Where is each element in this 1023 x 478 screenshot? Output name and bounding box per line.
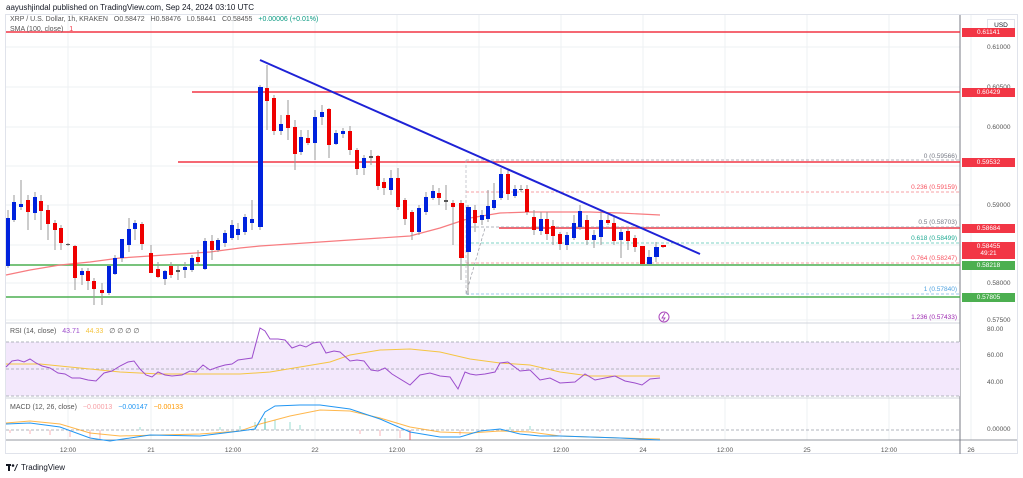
macd-tick: 0.00000 <box>987 426 1011 433</box>
brand-name: TradingView <box>21 463 66 472</box>
chart-frame <box>5 14 1018 454</box>
fib-level-05: 0.5 (0.58703) <box>918 219 957 226</box>
ohlc-open: O0.58472 <box>113 16 145 23</box>
rsi-tick: 40.00 <box>987 379 1004 386</box>
time-tick: 26 <box>967 447 975 454</box>
price-tick: 0.58000 <box>987 280 1011 287</box>
time-tick: 25 <box>803 447 811 454</box>
time-tick: 12:00 <box>388 447 406 454</box>
price-tick: 0.60500 <box>987 84 1011 91</box>
price-tag: 0.60429 <box>962 88 1015 97</box>
symbol-legend: XRP / U.S. Dollar, 1h, KRAKEN O0.58472 H… <box>10 16 322 23</box>
sma-value: 1 <box>69 26 74 33</box>
time-tick: 12:00 <box>552 447 570 454</box>
fib-level-1236: 1.236 (0.57433) <box>911 314 957 321</box>
candlesticks <box>6 65 666 305</box>
current-price: 0.58455 <box>976 243 1001 250</box>
time-tick: 21 <box>147 447 155 454</box>
time-tick: 24 <box>639 447 647 454</box>
ohlc-high: H0.58476 <box>150 16 181 23</box>
candle-countdown: 49:21 <box>980 250 997 257</box>
fib-level-0236: 0.236 (0.59159) <box>911 184 957 191</box>
price-tag: 0.58218 <box>962 261 1015 270</box>
publisher-caption: aayushjindal published on TradingView.co… <box>6 3 255 12</box>
fib-level-0: 0 (0.59566) <box>923 153 957 160</box>
rsi-label: RSI (14, close) <box>10 328 57 335</box>
time-tick: 12:00 <box>716 447 734 454</box>
price-tag: 0.58684 <box>962 224 1015 233</box>
rsi-extras: ∅ ∅ ∅ ∅ <box>109 328 140 335</box>
fibonacci-retracement <box>465 159 960 295</box>
price-tick: 0.60000 <box>987 124 1011 131</box>
time-tick: 23 <box>475 447 483 454</box>
rsi-ma-line <box>6 348 660 377</box>
macd-signal-line <box>5 409 661 440</box>
macd-value: −0.00147 <box>118 404 148 411</box>
tradingview-logo[interactable]: TradingView <box>6 463 65 472</box>
price-change: +0.00006 (+0.01%) <box>258 16 319 23</box>
fib-level-1: 1 (0.57840) <box>923 286 957 293</box>
current-price-tag: 0.58455 49:21 <box>962 242 1015 259</box>
price-tick: 0.61000 <box>987 44 1011 51</box>
macd-hist-value: −0.00013 <box>82 404 113 411</box>
tradingview-logo-icon <box>6 464 18 471</box>
rsi-ma-value: 44.33 <box>85 328 104 335</box>
rsi-legend[interactable]: RSI (14, close) 43.71 44.33 ∅ ∅ ∅ ∅ <box>10 327 143 335</box>
fib-level-0618: 0.618 (0.58499) <box>911 235 957 242</box>
descending-trendline <box>259 59 701 255</box>
time-tick: 12:00 <box>59 447 77 454</box>
alert-icon[interactable] <box>658 311 670 323</box>
ohlc-close: C0.58455 <box>222 16 253 23</box>
macd-line <box>5 404 661 442</box>
macd-signal-value: −0.00133 <box>153 404 183 411</box>
sma-line <box>5 211 661 276</box>
price-tick: 0.57500 <box>987 317 1011 324</box>
macd-histogram <box>9 418 641 440</box>
ohlc-low: L0.58441 <box>186 16 217 23</box>
macd-label: MACD (12, 26, close) <box>10 404 77 411</box>
macd-legend[interactable]: MACD (12, 26, close) −0.00013 −0.00147 −… <box>10 404 187 411</box>
price-tag: 0.59532 <box>962 158 1015 167</box>
time-tick: 12:00 <box>224 447 242 454</box>
price-tick: 0.59000 <box>987 202 1011 209</box>
sma-label: SMA (100, close) <box>10 26 64 33</box>
rsi-value: 43.71 <box>62 328 80 335</box>
fib-level-0764: 0.764 (0.58247) <box>911 255 957 262</box>
sma-legend[interactable]: SMA (100, close) 1 <box>10 26 77 33</box>
symbol-name: XRP / U.S. Dollar, 1h, KRAKEN <box>10 16 108 23</box>
rsi-tick: 60.00 <box>987 352 1004 359</box>
price-tag: 0.61141 <box>962 28 1015 37</box>
time-tick: 22 <box>311 447 319 454</box>
price-tag: 0.57805 <box>962 293 1015 302</box>
time-tick: 12:00 <box>880 447 898 454</box>
rsi-tick: 80.00 <box>987 326 1004 333</box>
rsi-line <box>5 327 509 391</box>
